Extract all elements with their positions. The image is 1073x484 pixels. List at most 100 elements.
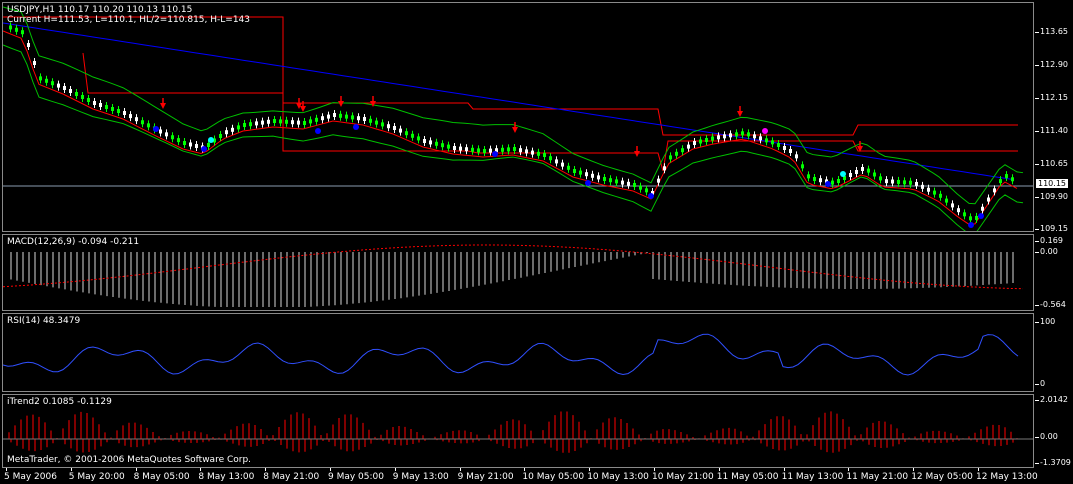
candle-body: [471, 147, 474, 152]
candle-body: [753, 134, 756, 139]
buy-signal-icon: [353, 124, 359, 130]
time-axis-label: 8 May 21:00: [263, 472, 320, 482]
candle-body: [321, 116, 324, 121]
candle-body: [483, 149, 486, 153]
time-axis-tick: [718, 468, 720, 471]
buy-signal-icon: [648, 193, 654, 199]
time-axis-tick: [589, 468, 591, 471]
itrend-pane[interactable]: iTrend2 0.1085 -0.1129 MetaTrader, © 200…: [2, 394, 1034, 468]
candle-body: [195, 144, 198, 148]
envelope-upper-line: [82, 52, 1018, 136]
candle-body: [993, 188, 996, 193]
itrend-tick: -1.3709: [1035, 458, 1071, 467]
candle-body: [711, 136, 714, 141]
candle-body: [279, 119, 282, 124]
candle-body: [789, 149, 792, 153]
candle-body: [921, 184, 924, 189]
candle-body: [369, 118, 372, 123]
macd-chart: [3, 244, 1024, 307]
candle-body: [777, 143, 780, 147]
time-axis-tick: [394, 468, 396, 471]
price-chart-pane[interactable]: USDJPY,H1 110.17 110.20 110.13 110.15 Cu…: [2, 2, 1034, 232]
candle-body: [459, 146, 462, 151]
envelope-lower-line: [3, 16, 1018, 172]
candle-body: [831, 180, 834, 185]
candle-body: [207, 143, 210, 147]
candle-body: [609, 178, 612, 183]
candle-body: [315, 117, 318, 122]
candle-body: [375, 120, 378, 125]
candle-body: [981, 206, 984, 211]
price-tick: 110.65: [1035, 159, 1068, 168]
time-axis-label: 11 May 05:00: [716, 472, 779, 482]
candle-body: [573, 169, 576, 173]
candle-body: [291, 120, 294, 125]
candle-body: [219, 134, 222, 138]
time-axis-label: 9 May 13:00: [392, 472, 449, 482]
candle-body: [735, 132, 738, 137]
candle-body: [93, 101, 96, 105]
candle-body: [597, 175, 600, 180]
rsi-pane[interactable]: RSI(14) 48.3479: [2, 313, 1034, 392]
candle-body: [843, 176, 846, 180]
time-axis-label: 10 May 05:00: [522, 472, 585, 482]
candle-body: [681, 148, 684, 153]
candle-body: [987, 197, 990, 202]
candle-body: [147, 123, 150, 128]
candle-body: [117, 109, 120, 113]
candle-body: [513, 147, 516, 151]
candle-body: [387, 124, 390, 129]
candle-body: [381, 122, 384, 127]
candle-body: [465, 147, 468, 152]
candle-body: [729, 133, 732, 138]
buy-signal-icon: [153, 126, 159, 132]
candle-body: [129, 114, 132, 119]
candle-body: [57, 83, 60, 88]
candle-body: [417, 136, 420, 141]
macd-pane[interactable]: MACD(12,26,9) -0.094 -0.211: [2, 234, 1034, 311]
candle-body: [405, 131, 408, 136]
price-tick: 109.15: [1035, 224, 1068, 233]
candle-body: [441, 143, 444, 148]
candle-body: [945, 198, 948, 203]
time-axis-tick: [654, 468, 655, 471]
candle-body: [231, 127, 234, 132]
sell-arrow-icon: [338, 101, 344, 107]
candle-body: [891, 179, 894, 184]
candle-body: [651, 191, 654, 195]
candle-body: [429, 140, 432, 145]
macd-tick: 0.00: [1035, 247, 1058, 256]
candle-body: [633, 183, 636, 187]
price-tick: 111.40: [1035, 126, 1068, 135]
candle-body: [879, 176, 882, 181]
candle-body: [525, 149, 528, 154]
candle-body: [225, 130, 228, 135]
price-tick: 109.90: [1035, 192, 1068, 201]
candle-body: [687, 144, 690, 149]
candle-body: [933, 190, 936, 195]
candle-body: [783, 146, 786, 150]
candle-body: [339, 113, 342, 118]
candle-body: [663, 166, 666, 171]
candle-body: [849, 173, 852, 177]
candle-body: [969, 216, 972, 221]
candle-body: [531, 150, 534, 155]
time-axis-label: 5 May 20:00: [68, 472, 125, 482]
time-axis-tick: [459, 468, 461, 471]
time-axis-tick: [848, 468, 850, 471]
chart-subtitle: Current H=111.53, L=110.1, HL/2=110.815,…: [7, 15, 250, 25]
candle-body: [15, 27, 18, 32]
rsi-chart: [3, 333, 1019, 376]
time-axis-tick: [6, 468, 7, 471]
price-axis: 113.65 112.90 112.15 111.40 110.65 109.9…: [1035, 2, 1073, 233]
candle-body: [87, 98, 90, 102]
sell-arrow-icon: [370, 101, 376, 107]
candle-body: [51, 81, 54, 86]
candle-body: [903, 180, 906, 185]
candle-body: [585, 172, 588, 177]
candle-body: [693, 141, 696, 145]
candle-body: [249, 122, 252, 127]
time-axis-label: 12 May 05:00: [911, 472, 973, 482]
buy-signal-icon: [825, 181, 831, 187]
candle-body: [495, 148, 498, 153]
